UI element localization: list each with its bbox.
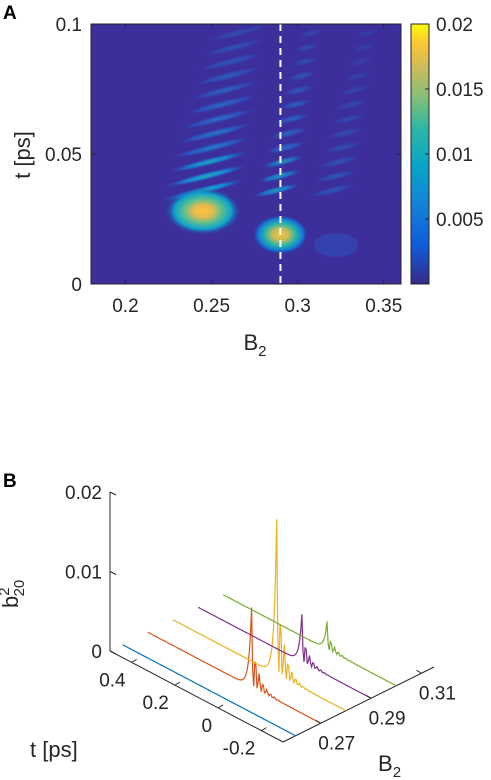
z-tick-label: 0 <box>91 642 102 663</box>
t-tick-mark <box>174 681 181 686</box>
b2-tick-label: 0.27 <box>318 733 355 754</box>
b2-tick-label: 0.31 <box>419 683 456 704</box>
heatmap-y-label: t [ps] <box>10 131 35 179</box>
heatmap-fringe <box>276 98 314 111</box>
heatmap-fringe <box>328 112 368 126</box>
b2-tick-mark <box>365 694 372 699</box>
t-tick-mark <box>261 727 267 732</box>
heatmap-fringe <box>281 84 316 97</box>
waterfall-t-ticks: 0.4 0.2 0 -0.2 <box>99 658 267 760</box>
y-tick-label: 0 <box>71 275 82 296</box>
panel-a-label: A <box>3 3 17 24</box>
heatmap <box>91 24 401 284</box>
waterfall-series-5 <box>222 594 397 687</box>
heatmap-fringe <box>341 70 374 82</box>
heatmap-fringe <box>272 112 312 126</box>
heatmap-fringe <box>160 164 252 189</box>
heatmap-fringe <box>259 154 306 169</box>
heatmap-fringe <box>354 27 380 39</box>
z-tick-mark <box>109 650 117 655</box>
heatmap-x-ticks: 0.2 0.25 0.3 0.35 <box>112 24 402 317</box>
heatmap-fringe <box>169 136 256 159</box>
heatmap-fringe <box>311 168 360 184</box>
waterfall-series-1 <box>122 644 296 737</box>
heatmap-fringe <box>190 65 266 87</box>
heatmap-y-ticks: 0 0.05 0.1 <box>45 15 401 296</box>
z-tick-mark <box>109 571 117 575</box>
colorbar <box>411 24 429 284</box>
b2-tick-mark <box>315 719 322 724</box>
z-tick-mark <box>109 491 117 496</box>
waterfall-b2-label: B2 <box>378 751 401 780</box>
heatmap-fringe <box>194 51 267 72</box>
heatmap-fringe <box>345 56 376 68</box>
waterfall-series-2 <box>147 607 322 724</box>
z-tick-label: 0.02 <box>65 483 102 504</box>
heatmap-fringe <box>164 150 254 174</box>
heatmap-fringe <box>177 107 260 130</box>
heatmap-fringe <box>350 42 378 53</box>
t-tick-label: 0 <box>202 716 213 737</box>
heatmap-fringe <box>173 121 258 145</box>
heatmap-fringe <box>268 126 310 140</box>
heatmap-fringe <box>298 27 324 39</box>
b2-tick-label: 0.29 <box>369 708 406 729</box>
heatmap-fringe <box>203 24 271 43</box>
heatmap-fringe <box>186 79 264 101</box>
waterfall-series <box>122 519 397 737</box>
heatmap-fringe <box>324 126 366 140</box>
heatmap-fringe <box>198 37 269 58</box>
heatmap-fringes <box>156 24 380 203</box>
waterfall-b2-ticks: 0.27 0.29 0.31 <box>315 669 456 754</box>
heatmap-peak-1 <box>164 187 241 236</box>
heatmap-fringe <box>293 42 322 53</box>
heatmap-fringe <box>255 168 304 184</box>
x-tick-label: 0.2 <box>112 296 138 317</box>
heatmap-fringe <box>263 140 308 155</box>
colorbar-tick-label: 0.005 <box>436 210 484 231</box>
t-tick-label: 0.4 <box>99 670 126 691</box>
x-tick-label: 0.25 <box>193 296 230 317</box>
t-tick-mark <box>131 658 137 663</box>
x-tick-label: 0.3 <box>284 296 310 317</box>
t-axis-line <box>109 650 284 743</box>
heatmap-fringe <box>316 154 362 169</box>
colorbar-tick-label: 0.015 <box>436 80 484 101</box>
waterfall-series-3 <box>172 519 347 712</box>
b2-tick-mark <box>416 669 422 674</box>
t-tick-mark <box>217 704 224 709</box>
waterfall-t-label: t [ps] <box>30 737 78 762</box>
colorbar-tick-label: 0.01 <box>436 145 473 166</box>
t-tick-label: -0.2 <box>223 739 256 760</box>
heatmap-fringe <box>307 182 358 198</box>
heatmap-fringe <box>337 84 372 97</box>
waterfall-z-label: b220 <box>0 580 28 608</box>
heatmap-x-label: B2 <box>243 330 266 360</box>
waterfall-z-ticks: 0 0.01 0.02 <box>65 483 117 663</box>
heatmap-fringe <box>251 182 302 198</box>
waterfall-series-4 <box>197 606 372 699</box>
colorbar-ticks: 0.005 0.01 0.015 0.02 <box>425 15 484 231</box>
heatmap-fringe <box>320 140 364 155</box>
heatmap-fringe <box>285 70 318 82</box>
colorbar-tick-label: 0.02 <box>436 15 473 36</box>
y-tick-label: 0.1 <box>56 15 82 36</box>
heatmap-fringe <box>333 98 370 111</box>
x-tick-label: 0.35 <box>365 296 402 317</box>
panel-b-label: B <box>3 471 17 492</box>
t-tick-label: 0.2 <box>142 693 168 714</box>
b2-axis-line <box>282 666 435 743</box>
heatmap-fringe <box>289 56 320 68</box>
heatmap-faint-lobe <box>314 233 358 257</box>
y-tick-label: 0.05 <box>45 145 82 166</box>
z-tick-label: 0.01 <box>65 563 102 584</box>
heatmap-fringe <box>181 93 262 116</box>
